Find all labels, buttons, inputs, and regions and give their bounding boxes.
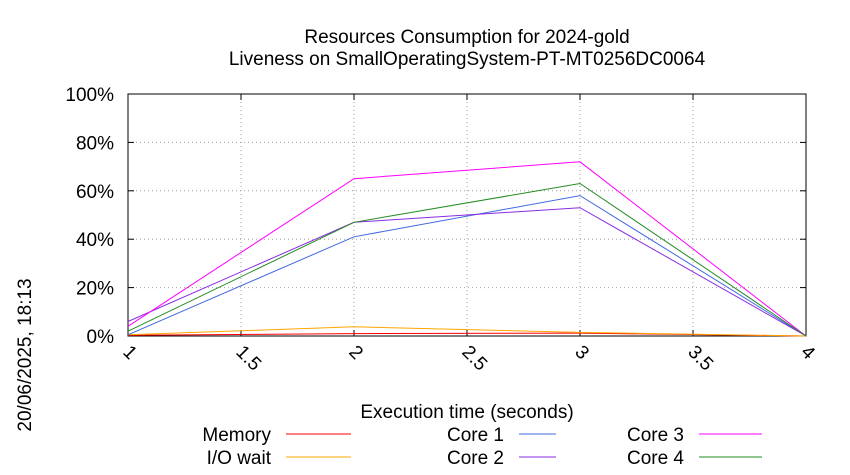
x-tick-label: 2 — [344, 342, 366, 364]
series-line-i-o-wait — [127, 326, 807, 337]
legend-label-i-o-wait: I/O wait — [207, 448, 272, 469]
x-tick-label: 3 — [570, 342, 592, 364]
x-tick-label: 4 — [796, 342, 819, 365]
legend-label-memory: Memory — [202, 425, 271, 446]
legend-label-core-3: Core 3 — [627, 425, 684, 446]
y-tick-label: 100% — [65, 85, 114, 106]
chart-subtitle: Liveness on SmallOperatingSystem-PT-MT02… — [229, 49, 706, 70]
y-tick-label: 0% — [87, 327, 115, 348]
series-line-core-4 — [127, 182, 807, 337]
y-tick-label: 20% — [76, 279, 114, 300]
x-tick-label: 1 — [118, 342, 140, 364]
series-line-core-2 — [127, 207, 807, 337]
x-tick-label: 3.5 — [683, 342, 717, 376]
legend-label-core-1: Core 1 — [447, 425, 504, 446]
x-tick-label: 2.5 — [457, 342, 491, 376]
series-line-core-1 — [127, 195, 807, 337]
y-tick-label: 60% — [76, 182, 114, 203]
x-axis-label: Execution time (seconds) — [360, 402, 573, 423]
chart-title: Resources Consumption for 2024-gold — [304, 27, 629, 48]
series-line-core-3 — [127, 161, 807, 337]
y-tick-label: 40% — [76, 230, 114, 251]
plot-frame — [127, 93, 807, 337]
timestamp-label: 20/06/2025, 18:13 — [15, 278, 36, 431]
x-tick-label: 1.5 — [231, 342, 265, 376]
legend-label-core-2: Core 2 — [447, 448, 504, 469]
y-tick-label: 80% — [76, 133, 114, 154]
plot-series — [127, 161, 807, 337]
y-axis: 0% 20% 40% 60% 80% 100% — [65, 85, 806, 348]
legend-label-core-4: Core 4 — [627, 448, 684, 469]
